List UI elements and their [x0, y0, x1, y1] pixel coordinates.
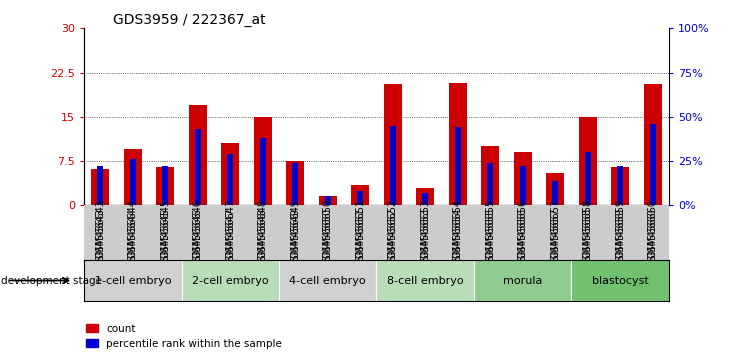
- Text: morula: morula: [503, 275, 542, 286]
- Text: GSM456656: GSM456656: [518, 208, 528, 267]
- Bar: [376, 260, 474, 301]
- Bar: [254, 117, 272, 205]
- Bar: [195, 129, 201, 205]
- Text: GSM456645: GSM456645: [160, 208, 170, 267]
- Bar: [279, 260, 376, 301]
- Text: GSM456643: GSM456643: [95, 208, 105, 267]
- Bar: [644, 84, 662, 205]
- Bar: [617, 166, 623, 205]
- Bar: [611, 167, 629, 205]
- Text: GSM456649: GSM456649: [290, 208, 300, 267]
- Bar: [650, 124, 656, 205]
- Bar: [156, 167, 174, 205]
- Bar: [488, 163, 493, 205]
- Legend: count, percentile rank within the sample: count, percentile rank within the sample: [86, 324, 282, 349]
- Bar: [227, 154, 233, 205]
- Text: GDS3959 / 222367_at: GDS3959 / 222367_at: [113, 13, 266, 27]
- Text: 8-cell embryo: 8-cell embryo: [387, 275, 463, 286]
- Text: GSM456647: GSM456647: [225, 208, 235, 267]
- Bar: [97, 166, 103, 205]
- Bar: [189, 105, 207, 205]
- Bar: [325, 196, 330, 205]
- Bar: [520, 166, 526, 205]
- Bar: [474, 260, 572, 301]
- Bar: [455, 127, 461, 205]
- Text: GSM456660: GSM456660: [648, 208, 658, 267]
- Bar: [546, 173, 564, 205]
- Bar: [181, 260, 279, 301]
- Bar: [585, 152, 591, 205]
- Bar: [162, 166, 168, 205]
- Bar: [84, 260, 181, 301]
- Text: GSM456658: GSM456658: [583, 208, 593, 267]
- Bar: [572, 260, 669, 301]
- Text: development stage: development stage: [1, 275, 102, 286]
- Bar: [423, 193, 428, 205]
- Bar: [579, 117, 596, 205]
- Bar: [91, 169, 109, 205]
- Bar: [260, 138, 265, 205]
- Text: GSM456659: GSM456659: [615, 208, 625, 267]
- Text: GSM456644: GSM456644: [128, 208, 138, 267]
- Bar: [292, 163, 298, 205]
- Text: GSM456652: GSM456652: [387, 208, 398, 267]
- Bar: [449, 82, 466, 205]
- Text: 1-cell embryo: 1-cell embryo: [94, 275, 171, 286]
- Text: GSM456651: GSM456651: [355, 208, 366, 267]
- Text: GSM456646: GSM456646: [193, 208, 202, 267]
- Bar: [357, 191, 363, 205]
- Text: blastocyst: blastocyst: [592, 275, 648, 286]
- Text: 2-cell embryo: 2-cell embryo: [192, 275, 268, 286]
- Bar: [384, 84, 401, 205]
- Bar: [416, 188, 434, 205]
- Bar: [481, 146, 499, 205]
- Bar: [130, 159, 136, 205]
- Text: GSM456648: GSM456648: [258, 208, 268, 267]
- Text: GSM456655: GSM456655: [485, 208, 495, 267]
- Bar: [221, 143, 239, 205]
- Bar: [319, 196, 337, 205]
- Bar: [287, 161, 304, 205]
- Bar: [552, 181, 558, 205]
- Text: GSM456654: GSM456654: [452, 208, 463, 267]
- Bar: [124, 149, 142, 205]
- Bar: [390, 126, 395, 205]
- Bar: [352, 185, 369, 205]
- Text: 4-cell embryo: 4-cell embryo: [289, 275, 366, 286]
- Text: GSM456653: GSM456653: [420, 208, 431, 267]
- Text: GSM456650: GSM456650: [322, 208, 333, 267]
- Bar: [514, 152, 531, 205]
- Text: GSM456657: GSM456657: [550, 208, 560, 267]
